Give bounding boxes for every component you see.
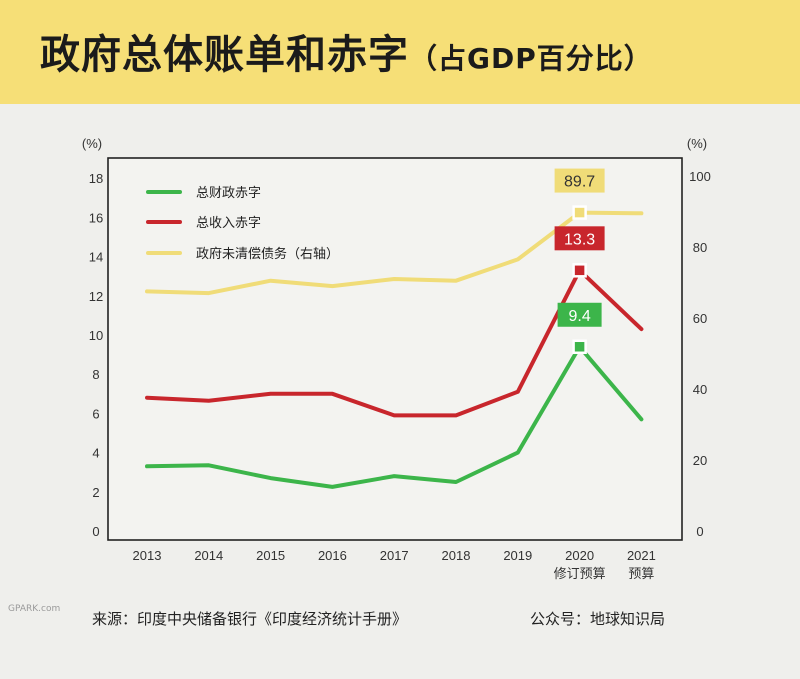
data-label: 89.7	[564, 174, 595, 191]
x-tick-label: 2021	[627, 548, 656, 563]
plot-frame	[107, 157, 683, 541]
right-tick-label: 60	[693, 311, 707, 326]
data-label-box	[557, 302, 602, 327]
x-tick-label: 2016	[318, 548, 347, 563]
data-label-box	[554, 168, 605, 193]
data-label: 13.3	[564, 231, 595, 248]
right-tick-label: 0	[696, 524, 703, 539]
title-subtitle: （占GDP百分比）	[409, 42, 653, 75]
legend-label: 总财政赤字	[196, 185, 261, 200]
left-tick-label: 12	[89, 289, 103, 304]
right-tick-label: 80	[693, 240, 707, 255]
left-tick-label: 4	[92, 446, 99, 461]
x-tick-label: 2014	[194, 548, 223, 563]
data-label-box	[554, 226, 605, 251]
left-tick-label: 8	[92, 367, 99, 382]
left-tick-label: 6	[92, 406, 99, 421]
right-tick-label: 100	[689, 169, 711, 184]
left-tick-label: 2	[92, 485, 99, 500]
data-point-marker	[572, 263, 587, 278]
watermark-text: GPARK.com	[8, 604, 61, 614]
line-chart: (%) (%) 0 2 4 6 8 10 12 14 16 18 0 20 40 60 80 100 2013 201…	[82, 136, 711, 581]
left-tick-label: 10	[89, 328, 103, 343]
left-tick-label: 18	[89, 171, 103, 186]
x-tick-sublabel: 预算	[628, 566, 654, 581]
source-note: 来源：印度中央储备银行《印度经济统计手册》	[92, 610, 408, 628]
x-tick-label: 2013	[133, 548, 162, 563]
left-tick-label: 14	[89, 250, 103, 265]
x-tick-label: 2019	[503, 548, 532, 563]
x-tick-label: 2017	[380, 548, 409, 563]
header-banner: 政府总体账单和赤字（占GDP百分比）	[0, 0, 800, 104]
left-axis-unit: (%)	[82, 136, 102, 151]
left-tick-label: 16	[89, 210, 103, 225]
watermark-stamp: GPARK.com	[8, 604, 60, 615]
data-point-marker	[572, 339, 587, 355]
data-point-marker	[572, 205, 587, 220]
right-tick-label: 40	[693, 382, 707, 397]
x-tick-label: 2018	[442, 548, 471, 563]
page-title: 政府总体账单和赤字（占GDP百分比）	[40, 22, 653, 80]
legend-label: 政府未清偿债务（右轴）	[196, 246, 339, 261]
x-tick-label: 2020	[565, 548, 594, 563]
left-tick-label: 0	[92, 524, 99, 539]
right-axis-unit: (%)	[687, 136, 707, 151]
series-line-0	[145, 344, 644, 489]
data-label: 9.4	[568, 308, 590, 325]
title-main: 政府总体账单和赤字	[40, 32, 409, 78]
account-note: 公众号：地球知识局	[530, 610, 666, 628]
legend-label: 总收入赤字	[196, 215, 261, 230]
x-tick-sublabel: 修订预算	[554, 566, 606, 581]
x-tick-label: 2015	[256, 548, 285, 563]
right-tick-label: 20	[693, 453, 707, 468]
